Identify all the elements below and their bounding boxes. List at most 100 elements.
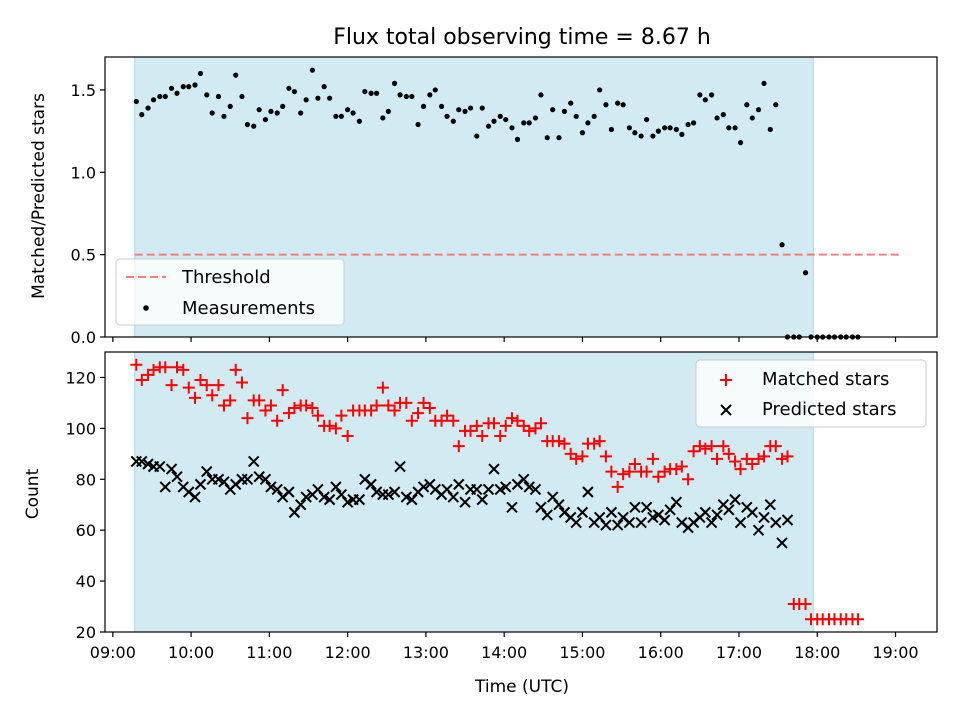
matched-star-point: [423, 402, 436, 414]
matched-star-point: [640, 465, 653, 478]
predicted-star-point: [476, 493, 488, 506]
matched-star-point: [605, 465, 618, 478]
measurement-point: [573, 113, 579, 119]
predicted-star-point: [417, 481, 430, 493]
measurement-point: [309, 67, 316, 73]
chart-title: Flux total observing time = 8.67 h: [333, 25, 711, 50]
measurement-point: [708, 92, 715, 98]
matched-star-point: [405, 414, 418, 427]
matched-star-point: [435, 414, 448, 427]
measurement-point: [197, 70, 204, 77]
matched-star-point: [365, 404, 378, 417]
matched-star-point: [300, 399, 313, 412]
measurement-point: [444, 113, 450, 119]
predicted-star-point: [171, 471, 183, 483]
predicted-star-point: [611, 519, 624, 531]
measurement-point: [391, 80, 398, 86]
matched-star-point: [470, 419, 483, 432]
x-tick-label: 18:00: [794, 643, 840, 662]
predicted-star-point: [241, 473, 254, 485]
measurement-point: [150, 97, 157, 103]
predicted-star-point: [553, 499, 565, 511]
matched-star-point: [253, 394, 266, 407]
x-tick-label: 09:00: [90, 643, 136, 662]
measurement-point: [373, 90, 380, 96]
predicted-star-point: [705, 516, 718, 529]
matched-star-point: [617, 468, 630, 481]
bottom-y-axis-label: Count: [23, 468, 43, 519]
top-legend: Threshold Measurements: [115, 258, 345, 326]
predicted-star-point: [776, 537, 788, 549]
bottom-y-tick-label: 80: [76, 470, 96, 489]
measurement-point: [145, 105, 151, 111]
predicted-star-point: [723, 504, 735, 516]
measurement-point: [521, 120, 527, 126]
matched-star-point: [130, 358, 143, 371]
matched-star-point: [588, 437, 601, 450]
predicted-star-point: [471, 483, 483, 496]
matched-star-point: [452, 440, 465, 453]
measurement-point: [168, 85, 175, 91]
measurement-point: [403, 93, 409, 100]
measurements-legend-marker: [143, 305, 149, 311]
matched-star-point: [341, 430, 354, 442]
matched-star-point: [370, 399, 383, 412]
x-tick-label: 13:00: [403, 643, 449, 662]
x-tick-label: 17:00: [716, 643, 762, 662]
matched-star-point: [494, 430, 507, 442]
matched-star-point: [511, 414, 524, 427]
predicted-star-point: [388, 486, 401, 498]
measurement-point: [714, 115, 720, 121]
measurement-point: [239, 93, 245, 100]
matched-star-point: [241, 412, 254, 425]
measurement-point: [761, 80, 767, 86]
x-tick-label: 12:00: [325, 643, 371, 662]
matched-star-point: [552, 435, 565, 448]
measurement-point: [456, 107, 462, 113]
predicted-star-point: [600, 519, 612, 531]
measurement-point: [662, 125, 668, 131]
top-y-tick-label: 0.5: [71, 246, 96, 265]
measurement-point: [415, 121, 421, 128]
matched-star-point: [206, 389, 219, 402]
predicted-star-point: [752, 524, 765, 536]
predicted-star-point: [746, 506, 758, 519]
measurement-point: [286, 85, 292, 91]
top-legend-frame: [115, 258, 345, 326]
measurement-point: [779, 242, 785, 248]
predicted-star-point: [165, 463, 178, 475]
measurement-point: [626, 125, 633, 131]
top-panel: 0.0 0.5 1.0 1.5 Matched/Predicted stars Thr…: [29, 56, 938, 347]
matched-star-point: [611, 480, 624, 493]
measurement-point: [655, 128, 661, 134]
matched-star-point: [171, 361, 184, 374]
matched-star-point: [142, 368, 155, 381]
bottom-legend-frame: [695, 359, 927, 428]
matched-star-point: [729, 455, 742, 468]
bottom-y-tick-label: 100: [65, 419, 96, 438]
predicted-star-point: [570, 516, 582, 529]
measurement-point: [251, 123, 257, 129]
measurement-point: [726, 125, 732, 131]
measurement-point: [544, 135, 550, 141]
measurement-point: [338, 113, 344, 119]
matched-star-point: [517, 419, 530, 432]
predicted-star-point: [658, 514, 671, 526]
measurement-point: [737, 140, 744, 146]
measurement-point: [644, 116, 650, 123]
measurement-point: [667, 125, 673, 131]
measurement-point: [162, 93, 168, 100]
measurement-point: [485, 123, 492, 129]
measurement-point: [274, 110, 280, 116]
predicted-stars-legend-label: Predicted stars: [762, 399, 896, 420]
bottom-y-tick-label: 20: [76, 623, 96, 642]
measurement-point: [561, 108, 568, 114]
predicted-star-point: [394, 460, 406, 473]
measurement-point: [638, 133, 644, 139]
top-axes-frame: [104, 56, 938, 338]
bottom-axis-ticks: 20 40 60 80 100 120 09:00 10:00 11:00 12:00 13:00 1…: [65, 368, 918, 662]
predicted-star-point: [729, 493, 741, 506]
matched-star-point: [781, 450, 794, 463]
matched-star-point: [224, 394, 237, 407]
predicted-star-point: [330, 481, 342, 493]
